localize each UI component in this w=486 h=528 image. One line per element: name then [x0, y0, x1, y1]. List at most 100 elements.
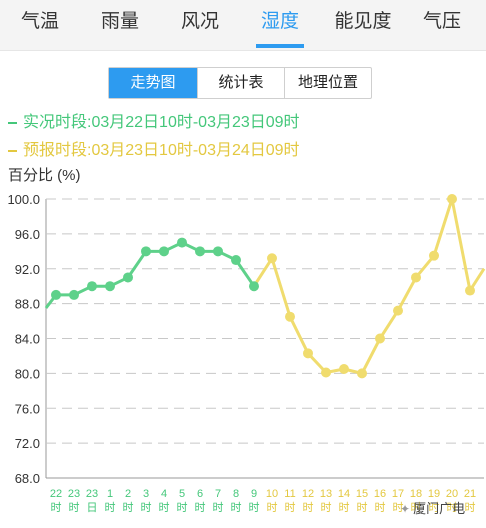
x-tick-label: 12: [302, 488, 314, 500]
y-tick-label: 88.0: [15, 297, 40, 312]
x-tick-label: 11: [284, 488, 295, 500]
forecast-data-point: [465, 285, 475, 296]
x-tick-label-unit: 时: [465, 501, 476, 514]
x-tick-label-unit: 时: [429, 501, 440, 514]
x-tick-label: 14: [338, 488, 350, 500]
x-tick-label: 4: [161, 488, 167, 500]
y-tick-label: 76.0: [15, 401, 40, 416]
x-tick-label: 22: [50, 488, 62, 500]
y-tick-label: 100.0: [7, 192, 40, 207]
forecast-data-point: [447, 194, 457, 204]
x-tick-label: 23: [68, 488, 80, 500]
forecast-data-point: [429, 250, 439, 261]
x-tick-label-unit: 时: [411, 501, 422, 514]
y-tick-label: 84.0: [15, 332, 40, 347]
legend-observed: 实况时段:03月22日10时-03月23日09时: [8, 108, 300, 132]
x-tick-label: 19: [428, 488, 440, 500]
legend-observed-text: 实况时段:03月22日10时-03月23日09时: [23, 114, 300, 131]
x-tick-label: 8: [233, 488, 239, 500]
x-tick-label: 6: [197, 488, 203, 500]
x-tick-label-unit: 时: [357, 501, 368, 514]
x-tick-label-unit: 时: [303, 501, 314, 514]
active-tab-indicator: [256, 44, 304, 48]
forecast-data-point: [357, 368, 367, 379]
x-tick-label: 15: [356, 488, 368, 500]
observed-data-point: [231, 255, 241, 266]
x-tick-label-unit: 时: [105, 501, 116, 514]
observed-data-point: [177, 237, 187, 248]
x-tick-label: 3: [143, 488, 149, 500]
observed-data-point: [123, 272, 133, 283]
forecast-data-point: [321, 367, 331, 378]
legend-forecast: 预报时段:03月23日10时-03月24日09时: [8, 136, 300, 160]
x-tick-label: 21: [464, 488, 476, 500]
view-trend-button[interactable]: 走势图: [109, 68, 197, 98]
x-tick-label-unit: 时: [249, 501, 260, 514]
legend-forecast-text: 预报时段:03月23日10时-03月24日09时: [23, 142, 300, 159]
observed-data-point: [141, 246, 151, 257]
x-tick-label-unit: 时: [159, 501, 170, 514]
tab-pressure[interactable]: 气压: [422, 11, 461, 32]
tab-wind[interactable]: 风况: [180, 11, 219, 32]
x-tick-label: 13: [320, 488, 332, 500]
x-tick-label: 5: [179, 488, 185, 500]
x-tick-label-unit: 时: [177, 501, 188, 514]
observed-data-point: [249, 281, 259, 292]
x-tick-label-unit: 时: [267, 501, 278, 514]
x-tick-label-unit: 时: [285, 501, 296, 514]
tab-bar: 气温 雨量 风况 湿度 能见度 气压: [0, 0, 486, 51]
tab-visibility[interactable]: 能见度: [334, 11, 392, 32]
observed-data-point: [195, 246, 205, 257]
x-tick-label-unit: 时: [339, 501, 350, 514]
x-tick-label: 20: [446, 488, 458, 500]
x-tick-label: 1: [107, 488, 113, 500]
forecast-data-point: [393, 305, 403, 316]
x-tick-label: 9: [251, 488, 257, 500]
x-tick-label: 17: [392, 488, 404, 500]
wechat-icon: ✦: [400, 502, 411, 516]
tab-temperature[interactable]: 气温: [20, 11, 59, 32]
x-tick-label: 2: [125, 488, 131, 500]
x-tick-label-unit: 时: [231, 501, 242, 514]
forecast-data-point: [267, 253, 277, 264]
y-tick-label: 72.0: [15, 436, 40, 451]
x-tick-label-unit: 时: [321, 501, 332, 514]
x-tick-label: 23: [86, 488, 98, 500]
x-tick-label-unit: 时: [141, 501, 152, 514]
view-table-button[interactable]: 统计表: [197, 68, 284, 98]
tab-humidity[interactable]: 湿度: [240, 0, 320, 50]
x-tick-label-unit: 时: [375, 501, 386, 514]
x-tick-label-unit: 时: [123, 501, 134, 514]
x-tick-label: 10: [266, 488, 278, 500]
x-tick-label-unit: 时: [69, 501, 80, 514]
view-switcher: 走势图 统计表 地理位置: [108, 67, 372, 99]
legend-forecast-swatch: [8, 149, 17, 152]
observed-data-point: [159, 246, 169, 257]
x-tick-label-unit: 时: [447, 501, 458, 514]
forecast-series-line: [252, 197, 486, 375]
forecast-data-point: [375, 333, 385, 344]
forecast-data-point: [285, 311, 295, 322]
x-tick-label-unit: 时: [393, 501, 404, 514]
y-tick-label: 80.0: [15, 366, 40, 381]
tab-rainfall[interactable]: 雨量: [100, 11, 139, 32]
y-axis-label: 百分比 (%): [8, 167, 81, 184]
x-tick-label-unit: 时: [195, 501, 206, 514]
x-tick-label-unit: 时: [213, 501, 224, 514]
watermark: ✦ 厦门广电: [400, 498, 465, 517]
forecast-data-point: [411, 272, 421, 283]
view-map-button[interactable]: 地理位置: [284, 68, 371, 98]
observed-data-point: [213, 246, 223, 257]
observed-data-point: [51, 289, 61, 300]
x-tick-label-unit: 时: [51, 501, 62, 514]
x-tick-label-unit: 日: [87, 502, 98, 514]
forecast-data-point: [303, 348, 313, 359]
watermark-text: 厦门广电: [413, 501, 466, 516]
y-tick-label: 92.0: [15, 262, 40, 277]
observed-data-point: [105, 281, 115, 292]
y-tick-label: 96.0: [15, 227, 40, 242]
observed-data-point: [69, 289, 79, 300]
x-tick-label: 18: [410, 488, 422, 500]
x-tick-label: 16: [374, 488, 386, 500]
